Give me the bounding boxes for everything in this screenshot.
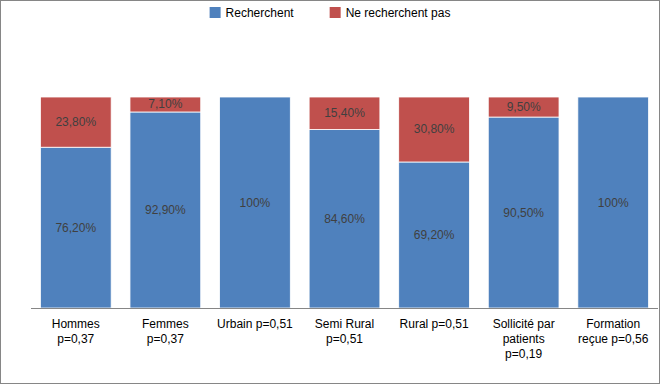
chart-container: 76,20% 92,90% 100% 84,60% 69,20% 90,50% 100% 23…	[0, 0, 660, 384]
legend-swatch	[210, 7, 221, 18]
data-label: 7,10%	[148, 97, 182, 111]
chart-border	[1, 1, 660, 384]
x-tick-label: Semi Ruralp=0,51	[315, 317, 374, 346]
bar-segment	[130, 97, 201, 112]
data-label: 76,20%	[55, 221, 96, 235]
data-labels: 76,20% 92,90% 100% 84,60% 69,20% 90,50% 100% 23…	[55, 97, 628, 242]
data-label: 84,60%	[324, 212, 365, 226]
bar-segment	[488, 97, 559, 117]
bar-segment	[220, 97, 291, 98]
x-tick-label: Rural p=0,51	[400, 317, 469, 331]
data-label: 30,80%	[414, 122, 455, 136]
data-label: 15,40%	[324, 106, 365, 120]
bar-segment	[488, 117, 559, 308]
bar-segment	[309, 97, 380, 129]
bar-segment	[309, 129, 380, 308]
bar-segment	[40, 147, 111, 308]
chart-svg: 76,20% 92,90% 100% 84,60% 69,20% 90,50% 100% 23…	[0, 0, 660, 384]
x-tick-label: Femmesp=0,37	[142, 317, 189, 346]
x-tick-label: Hommesp=0,37	[52, 317, 100, 346]
data-label: 90,50%	[503, 206, 544, 220]
legend: Recherchent Ne recherchent pas	[210, 6, 451, 20]
legend-label: Ne recherchent pas	[346, 6, 451, 20]
legend-swatch	[330, 7, 341, 18]
bar-segment	[130, 112, 201, 308]
legend-label: Recherchent	[226, 6, 295, 20]
x-tick-label: Urbain p=0,51	[217, 317, 293, 331]
data-label: 92,90%	[145, 203, 186, 217]
x-tick-labels: Hommesp=0,37 Femmesp=0,37 Urbain p=0,51 Sem…	[52, 317, 649, 361]
bar-segment	[578, 97, 649, 308]
bar-segment	[399, 162, 470, 308]
bar-segment	[578, 97, 649, 98]
x-axis-line	[31, 308, 658, 309]
bar-segment	[399, 97, 470, 162]
data-label: 100%	[240, 196, 271, 210]
data-label: 9,50%	[507, 100, 541, 114]
x-tick-label: Formationreçue p=0,56	[578, 317, 649, 346]
data-label: 23,80%	[55, 115, 96, 129]
bar-segment	[220, 97, 291, 308]
bar-segment	[40, 97, 111, 147]
x-tick-label: Sollicité parpatientsp=0,19	[493, 317, 555, 361]
bars	[40, 97, 648, 308]
data-label: 100%	[598, 196, 629, 210]
data-label: 69,20%	[414, 228, 455, 242]
